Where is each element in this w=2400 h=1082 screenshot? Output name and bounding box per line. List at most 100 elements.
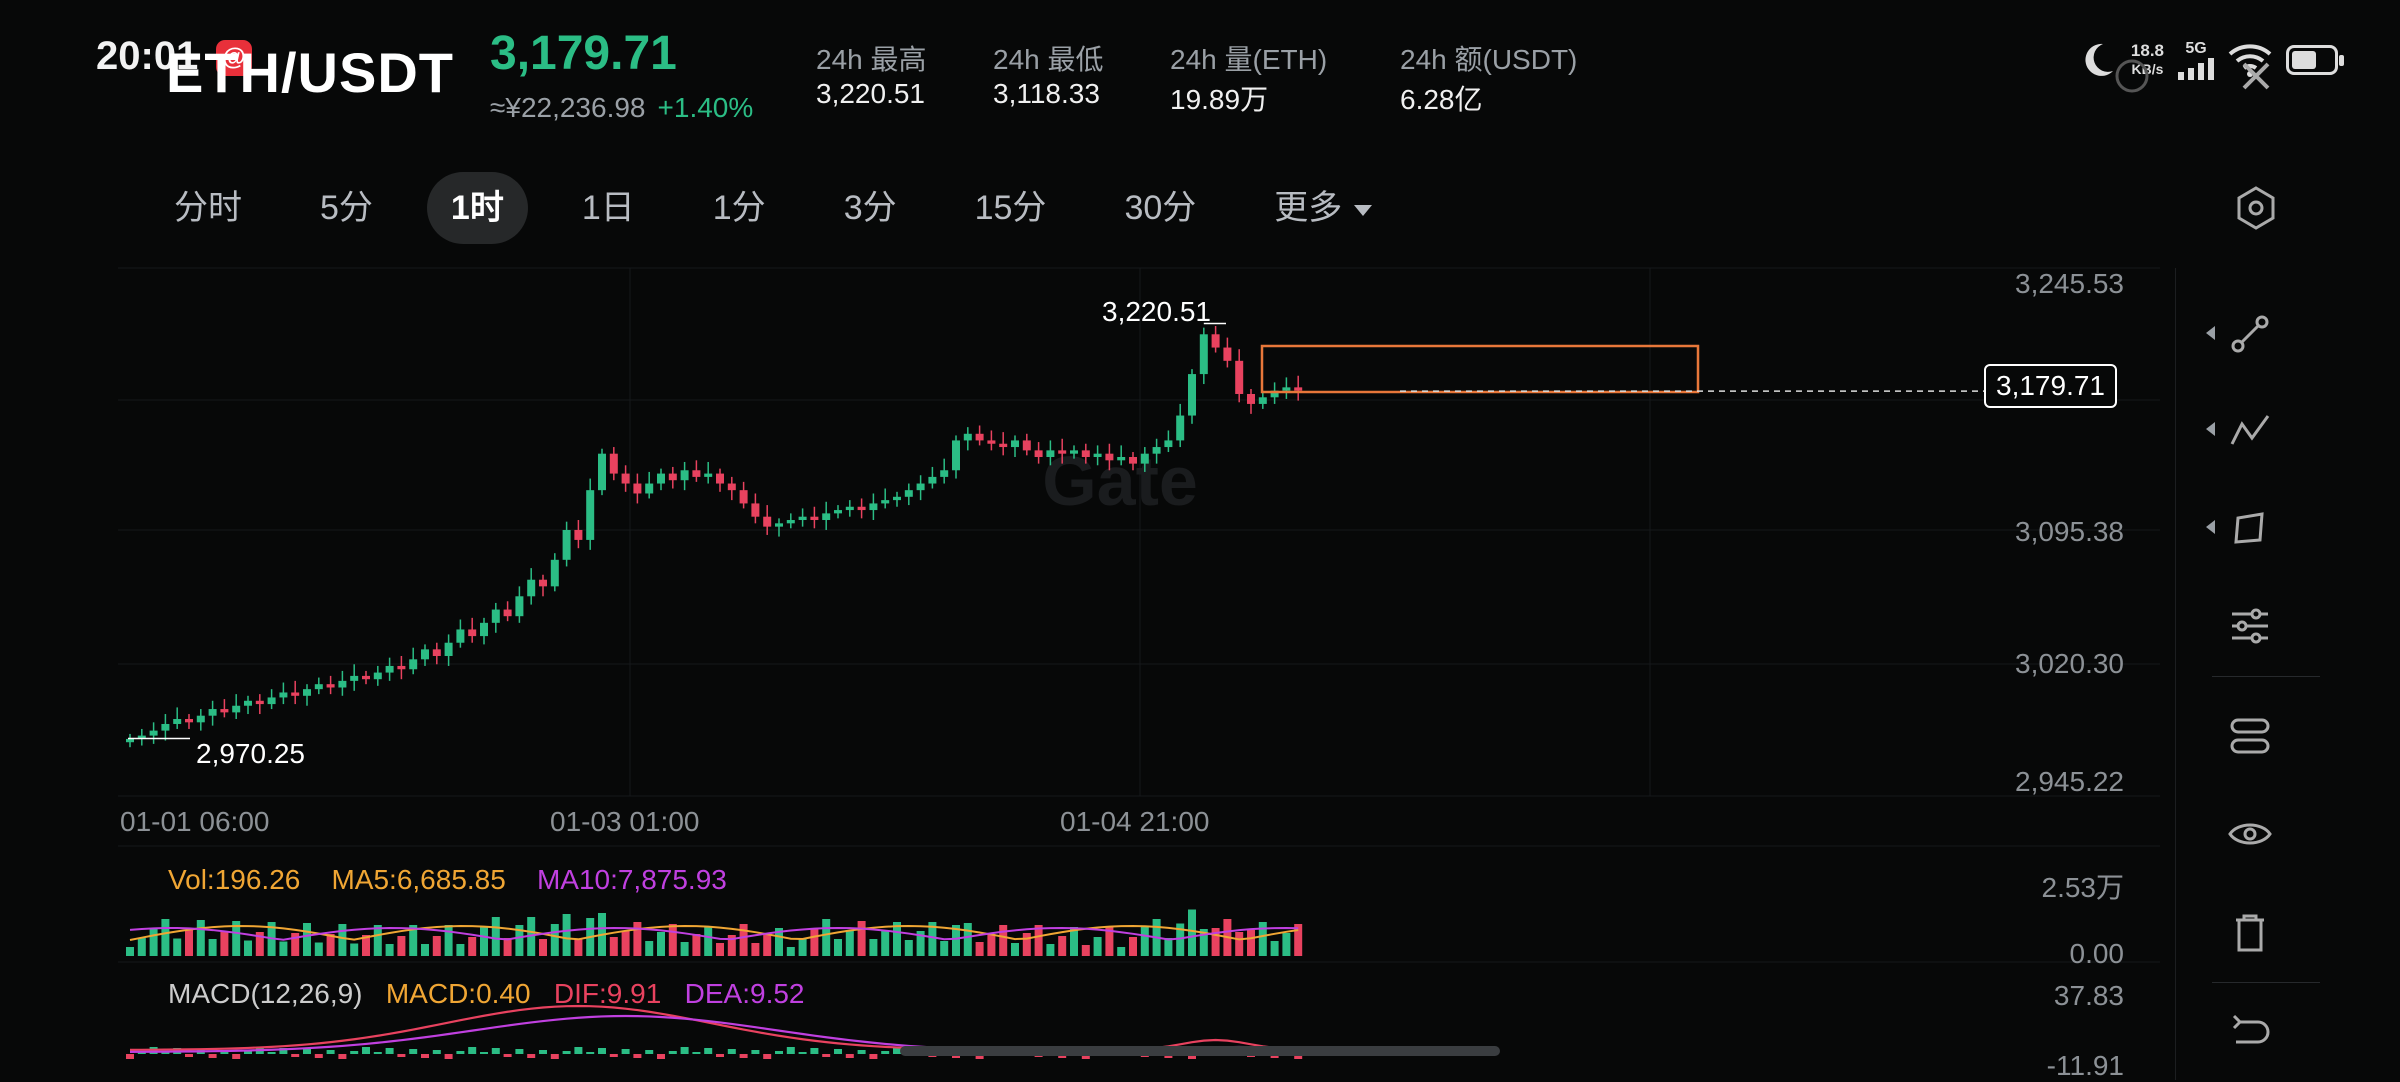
chevron-down-icon xyxy=(1354,204,1373,216)
trading-pair[interactable]: ETH/USDT xyxy=(166,41,454,104)
macd-hist-bar xyxy=(515,1049,524,1054)
candle-body xyxy=(468,629,477,637)
tab-30m[interactable]: 30分 xyxy=(1124,189,1197,227)
volume-bar xyxy=(244,940,252,956)
candle-body xyxy=(952,440,960,471)
volume-bar xyxy=(1258,922,1267,956)
volume-bar xyxy=(1034,925,1043,956)
tool-undo[interactable] xyxy=(2210,998,2290,1062)
candle-body xyxy=(810,516,819,521)
candle-body xyxy=(338,680,347,688)
volume-bar xyxy=(798,938,807,956)
volume-bar xyxy=(1058,936,1067,956)
candle-body xyxy=(1247,393,1255,404)
candle-body xyxy=(208,709,217,716)
volume-bar xyxy=(692,934,701,956)
candle-body xyxy=(539,579,547,587)
volume-bar xyxy=(893,922,901,956)
tab-15m[interactable]: 15分 xyxy=(974,189,1047,227)
candle-body xyxy=(1164,440,1173,448)
macd-hist-bar xyxy=(798,1052,807,1054)
gate-watermark: Gate xyxy=(1042,442,1198,520)
candle-body xyxy=(845,506,854,511)
tool-settings[interactable] xyxy=(2210,594,2290,658)
candle-body xyxy=(904,490,913,497)
macd-hist-bar xyxy=(786,1047,795,1054)
tool-shape[interactable] xyxy=(2206,496,2290,560)
macd-title: MACD(12,26,9) xyxy=(168,978,363,1009)
candle-body xyxy=(822,513,831,521)
volume-bar xyxy=(1070,927,1078,956)
macd-hist-bar xyxy=(468,1047,477,1054)
candle-body xyxy=(987,440,996,444)
candle-body xyxy=(574,529,583,540)
candle-body xyxy=(149,730,158,736)
interval-tabs: 分时 5分 1时 1日 1分 3分 15分 30分 更多 xyxy=(150,172,1426,244)
volume-bar xyxy=(668,924,677,956)
candle-body xyxy=(586,490,595,540)
volume-bar xyxy=(196,920,205,956)
candle-body xyxy=(137,735,146,739)
volume-bar xyxy=(503,938,512,956)
volume-bar xyxy=(456,944,465,956)
chart-settings-icon[interactable] xyxy=(2232,184,2280,232)
trash-icon xyxy=(2236,914,2264,952)
tool-wave[interactable] xyxy=(2206,398,2290,462)
y-label-top: 3,245.53 xyxy=(2015,268,2124,299)
high-marker: 3,220.51 xyxy=(1102,296,1211,327)
candle-body xyxy=(527,579,536,597)
status-time: 20:01 xyxy=(96,34,199,78)
volume-bar xyxy=(1282,933,1291,956)
macd-hist-bar xyxy=(893,1047,901,1054)
tab-1d[interactable]: 1日 xyxy=(581,189,635,227)
volume-bar xyxy=(975,942,984,956)
tab-1h[interactable]: 1时 xyxy=(426,172,528,244)
volume-bar xyxy=(904,940,913,956)
signal-icon xyxy=(2178,58,2214,80)
macd-hist-bar xyxy=(208,1054,217,1058)
tool-trendline[interactable] xyxy=(2206,302,2290,366)
macd-hist-bar xyxy=(539,1050,547,1054)
volume-bar xyxy=(314,942,323,956)
macd-hist-bar xyxy=(303,1049,311,1054)
candle-body xyxy=(255,700,264,705)
candle-body xyxy=(1093,453,1102,457)
tab-1m[interactable]: 1分 xyxy=(712,189,766,227)
volume-bar xyxy=(468,937,477,956)
refresh-icon[interactable] xyxy=(2112,56,2152,96)
vol-y-top: 2.53万 xyxy=(2041,872,2125,903)
y-label-2: 3,095.38 xyxy=(2015,516,2124,547)
tool-layers[interactable] xyxy=(2210,704,2290,768)
volume-bar xyxy=(444,925,453,956)
drawing-toolbar xyxy=(2175,268,2326,1080)
candle-body xyxy=(161,723,170,731)
tool-visibility[interactable] xyxy=(2210,802,2290,866)
close-icon[interactable] xyxy=(2236,56,2276,96)
volume-bar xyxy=(373,925,382,956)
ma10-value: MA10:7,875.93 xyxy=(536,864,727,895)
volume-bar xyxy=(385,944,394,956)
volume-bar xyxy=(137,938,146,956)
network-speed: 18.8 KB/s xyxy=(2131,42,2164,78)
tab-5m[interactable]: 5分 xyxy=(320,189,373,227)
volume-legend: Vol:196.26 MA5:6,685.85 MA10:7,875.93 xyxy=(168,864,727,896)
candle-body xyxy=(1282,387,1291,391)
candle-body xyxy=(1070,450,1078,454)
tab-3m[interactable]: 3分 xyxy=(843,189,897,227)
volume-bar xyxy=(763,935,772,956)
candle-body xyxy=(267,697,276,705)
candle-body xyxy=(1034,450,1043,457)
volume-bar xyxy=(940,941,949,956)
macd-hist-bar xyxy=(279,1048,288,1054)
tool-delete[interactable] xyxy=(2210,900,2290,964)
candle-body xyxy=(1058,450,1067,454)
candle-body xyxy=(421,649,429,660)
tab-timeline[interactable]: 分时 xyxy=(174,189,242,227)
tab-more[interactable]: 更多 xyxy=(1250,172,1396,244)
network-type: 5G xyxy=(2185,40,2207,57)
chart-scrollbar xyxy=(900,1046,1500,1056)
volume-bar xyxy=(1046,944,1055,956)
volume-bar xyxy=(338,924,347,956)
expand-caret-icon xyxy=(2206,520,2215,534)
